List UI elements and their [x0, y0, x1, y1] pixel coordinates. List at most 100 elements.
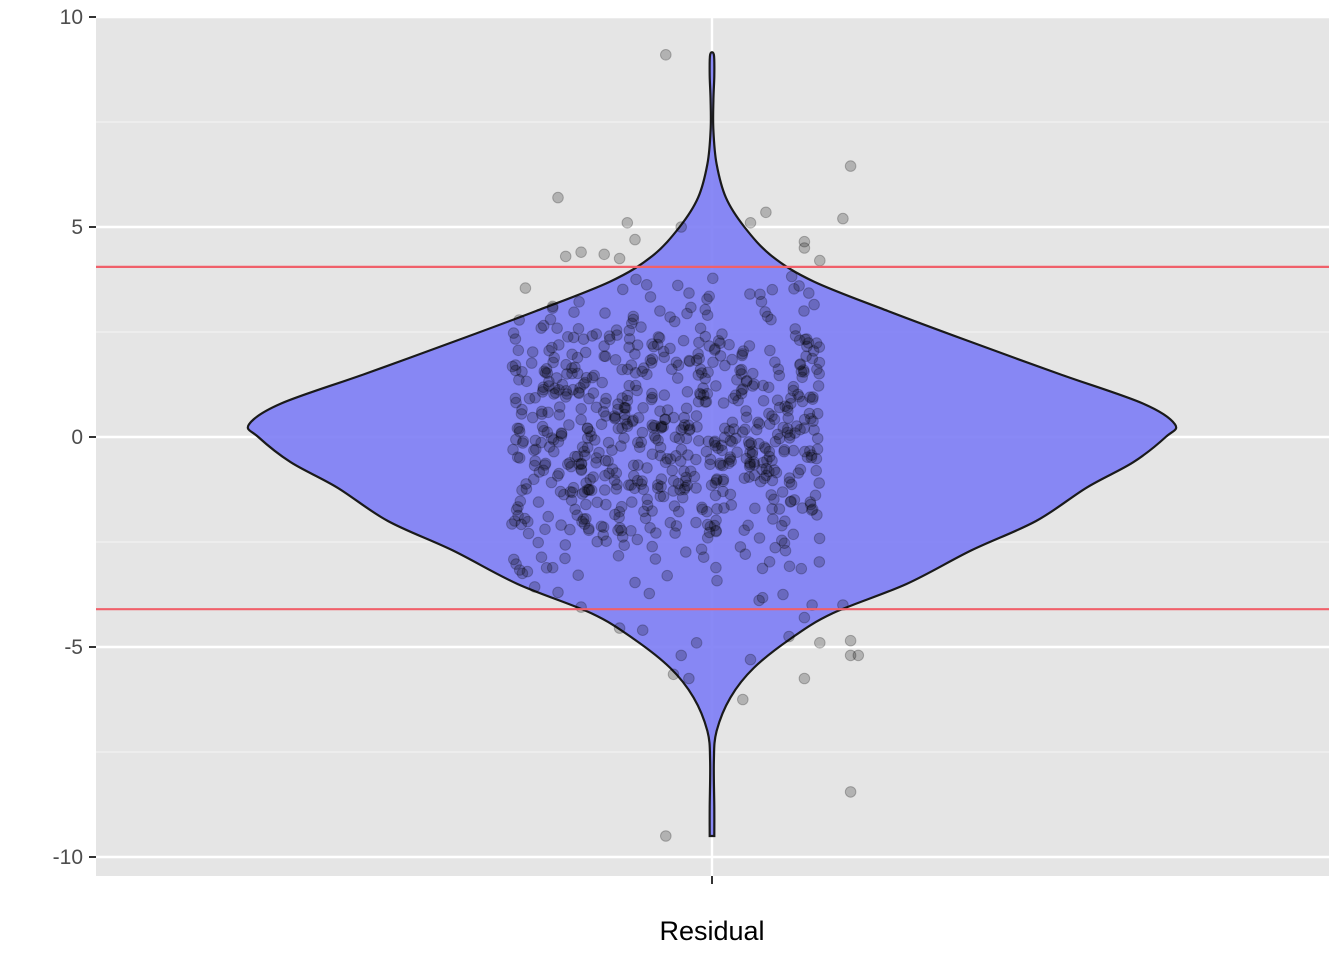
data-point [547, 434, 560, 446]
data-point [506, 518, 518, 530]
data-point [637, 402, 649, 414]
data-point [655, 480, 667, 493]
data-point [699, 396, 712, 408]
data-point [575, 601, 587, 613]
data-point [641, 499, 654, 512]
data-point [633, 441, 646, 454]
data-point [737, 693, 749, 706]
data-point [506, 360, 519, 373]
data-point [657, 345, 670, 358]
data-point [549, 387, 562, 399]
data-point [510, 503, 523, 516]
data-point [672, 359, 685, 372]
data-point [600, 535, 613, 548]
data-point [798, 242, 811, 254]
data-point [703, 526, 716, 539]
data-point [621, 389, 634, 402]
data-point [730, 432, 742, 445]
data-point [796, 502, 809, 514]
data-point [652, 479, 664, 491]
data-point [813, 477, 826, 489]
data-point [801, 451, 814, 464]
data-point [683, 355, 696, 368]
data-point [626, 317, 638, 330]
data-point [548, 351, 561, 364]
data-point [564, 523, 576, 536]
data-point [509, 364, 522, 377]
data-point [675, 649, 688, 662]
data-point [756, 562, 769, 575]
data-point [746, 448, 759, 461]
data-point [672, 279, 684, 292]
data-point [666, 464, 679, 477]
data-point [603, 330, 616, 342]
data-point [593, 446, 605, 459]
data-point [546, 432, 558, 444]
data-point [763, 418, 776, 430]
data-point [572, 569, 585, 582]
data-point [599, 469, 611, 482]
data-point [560, 391, 572, 403]
data-point [658, 389, 671, 401]
violin-body [246, 51, 1178, 838]
data-point [560, 358, 572, 371]
data-point [796, 395, 809, 408]
data-point [701, 518, 714, 531]
data-point [595, 418, 608, 431]
data-point [784, 429, 796, 442]
data-point [517, 435, 530, 448]
data-point [715, 439, 728, 452]
data-point [681, 307, 693, 320]
data-point [701, 532, 714, 544]
data-point [813, 556, 826, 568]
data-point [693, 336, 705, 349]
data-point [773, 401, 786, 414]
data-point [627, 459, 640, 472]
data-point [701, 387, 714, 400]
data-point [536, 405, 548, 418]
data-point [652, 434, 664, 447]
data-point [766, 474, 779, 487]
data-point [621, 217, 634, 229]
x-axis: Residual [659, 876, 765, 946]
data-point [519, 282, 532, 294]
data-point [681, 479, 694, 492]
data-point [798, 611, 811, 624]
data-point [629, 348, 641, 360]
data-point [617, 283, 629, 296]
data-point [576, 441, 589, 453]
data-point [735, 384, 748, 396]
data-point [810, 337, 823, 349]
data-point [611, 478, 623, 491]
data-point [710, 561, 722, 574]
data-point [654, 305, 666, 317]
data-point [511, 422, 524, 435]
data-point [532, 496, 545, 508]
data-point [789, 330, 802, 342]
data-point [522, 527, 535, 540]
data-point [696, 501, 708, 514]
data-point [636, 365, 648, 378]
data-point [697, 389, 710, 402]
data-point [793, 334, 806, 347]
data-point [646, 448, 659, 461]
data-point [583, 392, 595, 405]
data-point [586, 330, 599, 342]
data-point [586, 371, 599, 384]
data-point [693, 352, 706, 365]
data-point [613, 511, 625, 524]
data-point [743, 460, 756, 473]
data-point [581, 483, 594, 496]
data-point [680, 402, 693, 415]
data-point [760, 206, 772, 219]
data-point [598, 350, 611, 363]
data-point [757, 395, 770, 407]
data-point [631, 339, 644, 351]
data-point [773, 503, 786, 515]
data-point [575, 413, 587, 426]
data-point [559, 552, 571, 565]
data-point [590, 328, 603, 340]
data-point [564, 457, 576, 469]
data-point [598, 248, 611, 261]
data-point [660, 830, 672, 842]
